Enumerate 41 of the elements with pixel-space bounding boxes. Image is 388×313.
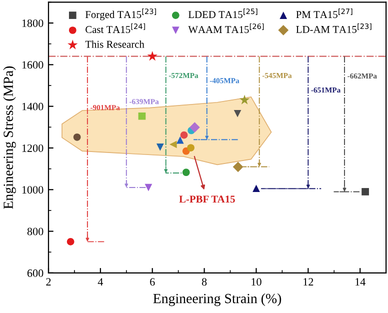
point: [73, 133, 81, 141]
y-tick-label: 1800: [22, 19, 44, 27]
x-tick-label: 12: [304, 278, 314, 286]
point: [138, 112, 146, 120]
point: [169, 140, 177, 148]
y-tick-label: 1000: [22, 186, 44, 194]
point: [362, 188, 369, 196]
point: [66, 238, 74, 246]
x-tick-label: 4: [98, 278, 104, 286]
x-tick-label: 10: [252, 278, 262, 286]
point: [147, 50, 158, 61]
y-tick-label: 1200: [22, 144, 44, 152]
point: [144, 184, 152, 192]
x-axis-title: Engineering Strain (%): [153, 293, 282, 306]
legend-label: Cast TA15$^{[24]}$: [86, 23, 146, 34]
point: [182, 168, 190, 176]
x-tick-label: 8: [202, 278, 207, 286]
legend-label: LD-AM TA15$^{[23]}$: [296, 23, 372, 33]
y-tick-label: 1600: [22, 61, 44, 69]
point: [239, 94, 250, 104]
y-axis-title: Engineering Stress (MPa): [3, 66, 16, 209]
y-tick-label: 800: [27, 228, 44, 236]
point: [232, 162, 244, 172]
point: [252, 184, 260, 192]
legend-label: Forged TA15$^{[23]}$: [85, 8, 156, 20]
y-tick-label: 1400: [22, 102, 44, 110]
legend-label: PM TA15$^{[27]}$: [296, 8, 352, 18]
point: [189, 122, 200, 133]
point: [176, 136, 184, 144]
legend-label: LDED TA15$^{[25]}$: [188, 8, 258, 18]
x-tick-label: 2: [46, 278, 51, 286]
point: [234, 110, 242, 118]
x-tick-label: 6: [150, 278, 155, 286]
point: [180, 131, 188, 139]
point: [156, 143, 164, 151]
y-tick-label: 600: [27, 269, 44, 277]
legend-label: WAAM TA15$^{[26]}$: [188, 23, 264, 34]
legend-label: This Research: [85, 40, 144, 48]
point: [187, 144, 194, 152]
annotation: L-PBF TA15: [179, 196, 235, 203]
x-tick-label: 14: [356, 278, 366, 286]
